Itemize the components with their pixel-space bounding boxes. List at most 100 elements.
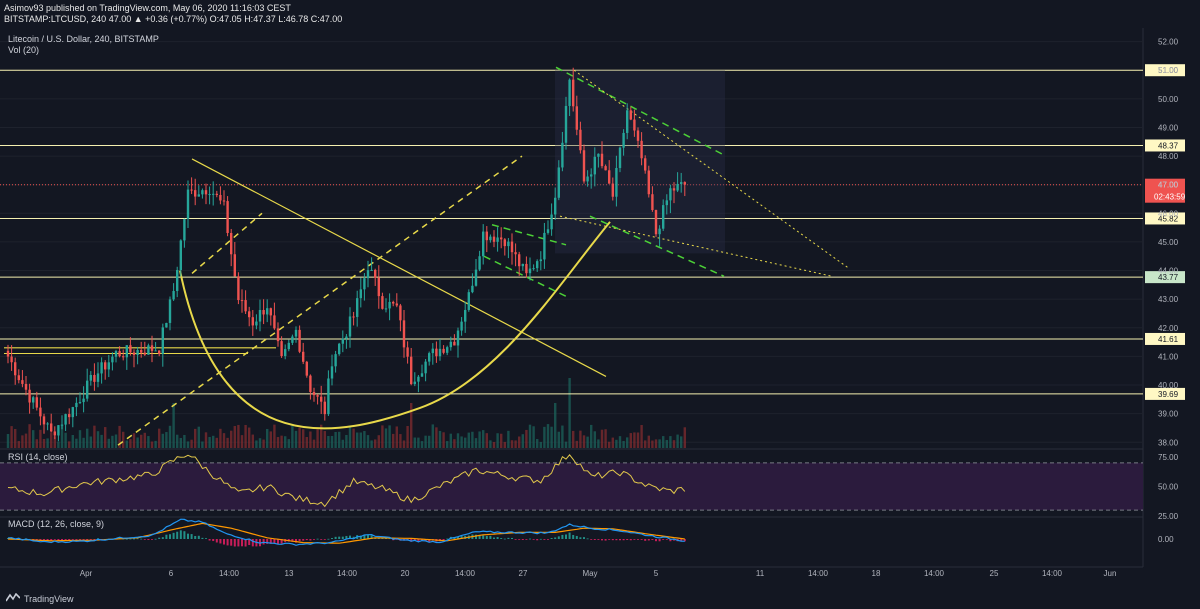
volume-bar [370, 440, 373, 448]
volume-bar [179, 437, 182, 448]
macd-histogram-bar [644, 539, 647, 541]
chart-svg[interactable]: 51.00 48.37 45.82 43.77 41.61 39.69 47.00 02:43… [0, 28, 1200, 588]
macd-histogram-bar [550, 538, 553, 539]
candle-body [348, 316, 352, 337]
volume-bar [60, 424, 64, 448]
candle-body [129, 345, 132, 353]
candle-body [557, 167, 560, 198]
bull-flag-upper [491, 224, 567, 246]
macd-histogram-bar [219, 539, 222, 544]
candle-body [456, 330, 460, 346]
macd-histogram-bar [597, 539, 600, 540]
volume-bar [395, 426, 398, 448]
volume-bar [568, 378, 571, 448]
macd-histogram-bar [637, 539, 639, 540]
macd-histogram-bar [334, 536, 337, 539]
projection-box [555, 70, 725, 254]
volume-bar [50, 432, 53, 448]
candle-body [510, 241, 514, 253]
volume-bar [500, 433, 503, 448]
volume-bar [154, 440, 157, 448]
volume-bar [132, 433, 136, 448]
level-label: 51.00 [1158, 66, 1179, 75]
volume-bar [302, 429, 305, 448]
volume-bar [287, 439, 290, 448]
volume-bar [600, 429, 604, 448]
volume-bar [453, 439, 456, 448]
tradingview-logo-icon [6, 593, 20, 602]
candle-body [564, 105, 568, 143]
volume-bar [338, 431, 341, 448]
macd-histogram-bar [349, 535, 351, 539]
volume-bar [276, 437, 280, 448]
candle-body [568, 79, 571, 106]
candle-body [39, 407, 42, 417]
price-tick-label: 42.00 [1158, 324, 1179, 333]
price-tick-label: 46.00 [1158, 209, 1179, 218]
macd-histogram-bar [475, 534, 477, 539]
candle-body [550, 214, 553, 230]
volume-bar [284, 436, 287, 448]
candle-body [420, 373, 424, 377]
volume-bar [514, 440, 517, 448]
volume-bar [543, 426, 546, 448]
price-tick-label: 39.00 [1158, 410, 1179, 419]
macd-histogram-bar [75, 539, 78, 540]
macd-histogram-bar [266, 539, 269, 544]
volume-bar [406, 426, 409, 448]
candle-body [262, 310, 265, 315]
volume-bar [316, 429, 319, 448]
volume-bar [669, 436, 672, 448]
macd-histogram-bar [147, 539, 150, 540]
volume-bar [518, 436, 521, 448]
volume-bar [658, 439, 661, 448]
volume-bar [89, 436, 92, 448]
candle-body [107, 362, 110, 370]
macd-histogram-bar [547, 539, 549, 540]
macd-histogram-bar [485, 535, 488, 539]
candle-body [662, 205, 665, 229]
volume-bar [21, 435, 24, 448]
chart-area[interactable]: 51.00 48.37 45.82 43.77 41.61 39.69 47.00 02:43… [0, 28, 1200, 588]
volume-bar [590, 424, 593, 448]
candle-body [474, 269, 478, 286]
volume-bar [471, 431, 474, 448]
macd-histogram-bar [140, 538, 143, 540]
candle-body [636, 130, 640, 141]
bull-flag-lower [483, 255, 567, 297]
candle-body [266, 308, 269, 315]
volume-bar [503, 441, 506, 448]
volume-bar [352, 428, 355, 448]
candle-body [233, 254, 236, 277]
volume-bar [68, 441, 71, 448]
rising-dashed-trendline [117, 155, 523, 446]
macd-histogram-bar [305, 539, 308, 541]
macd-histogram-bar [125, 538, 128, 540]
candle-body [287, 342, 290, 350]
candle-body [258, 310, 262, 322]
candle-body [507, 241, 510, 247]
macd-histogram-bar [39, 539, 42, 541]
volume-bar [212, 435, 215, 448]
macd-histogram-bar [316, 538, 319, 540]
volume-bar [593, 431, 596, 448]
candle-body [143, 352, 146, 355]
level-label: 43.77 [1158, 273, 1179, 282]
candle-body [334, 354, 337, 367]
volume-bar [579, 430, 582, 448]
volume-bar [10, 426, 13, 448]
macd-histogram-bar [658, 539, 661, 542]
volume-bar [96, 431, 100, 448]
volume-bar [14, 429, 17, 448]
candle-body [208, 194, 211, 196]
candle-body [482, 231, 485, 257]
macd-histogram-bar [201, 537, 204, 539]
volume-bar [168, 425, 172, 448]
candle-body [75, 402, 78, 408]
candle-body [471, 285, 474, 293]
macd-histogram-bar [370, 535, 373, 539]
macd-histogram-bar [223, 539, 225, 545]
candle-body [190, 189, 193, 191]
volume-bar [237, 424, 240, 448]
price-tick-label: 41.00 [1158, 352, 1179, 361]
